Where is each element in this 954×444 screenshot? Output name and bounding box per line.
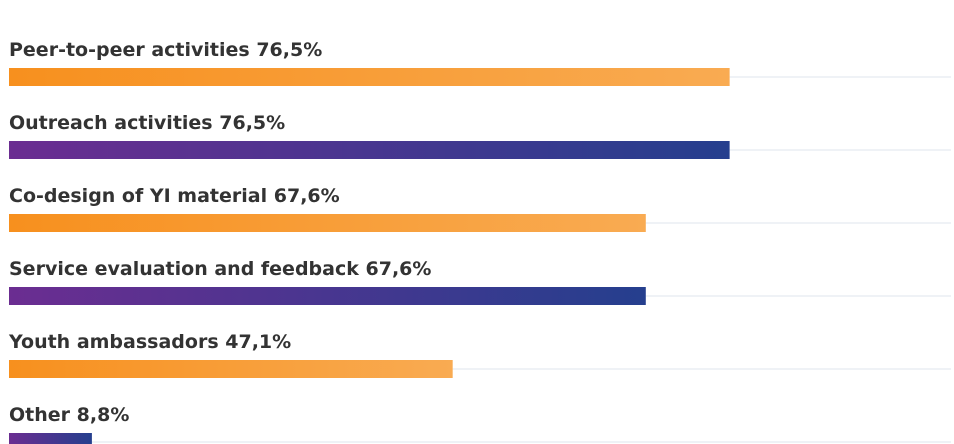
bar — [9, 360, 453, 378]
category-label: Co-design of YI material — [9, 185, 267, 207]
bar-label: Other 8,8% — [9, 404, 129, 426]
value-label: 76,5% — [219, 112, 285, 134]
category-label: Peer-to-peer activities — [9, 39, 250, 61]
bar-label: Co-design of YI material 67,6% — [9, 185, 340, 207]
bar-label: Outreach activities 76,5% — [9, 112, 285, 134]
category-label: Service evaluation and feedback — [9, 258, 359, 280]
category-label: Outreach activities — [9, 112, 213, 134]
bar-label: Peer-to-peer activities 76,5% — [9, 39, 322, 61]
category-label: Other — [9, 404, 71, 426]
bar — [9, 214, 646, 232]
bar-label: Youth ambassadors 47,1% — [8, 331, 291, 353]
category-label: Youth ambassadors — [8, 331, 219, 353]
bar — [9, 287, 646, 305]
value-label: 67,6% — [366, 258, 432, 280]
value-label: 67,6% — [274, 185, 340, 207]
value-label: 76,5% — [256, 39, 322, 61]
bar — [9, 141, 730, 159]
value-label: 8,8% — [77, 404, 130, 426]
bar — [9, 68, 730, 86]
value-label: 47,1% — [225, 331, 291, 353]
bar-label: Service evaluation and feedback 67,6% — [9, 258, 431, 280]
bar — [9, 433, 92, 444]
